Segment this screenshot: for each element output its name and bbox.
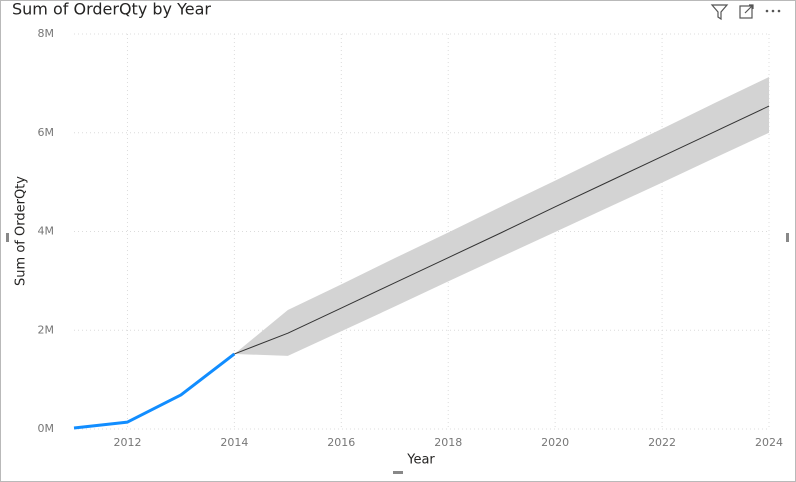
y-axis-title: Sum of OrderQty [14, 176, 29, 286]
y-tick-label: 8M [38, 27, 55, 40]
x-tick-label: 2022 [648, 436, 676, 449]
y-tick-label: 2M [38, 323, 55, 336]
chart-title: Sum of OrderQty by Year [12, 1, 211, 19]
x-tick-label: 2014 [220, 436, 248, 449]
y-tick-label: 4M [38, 225, 55, 238]
x-tick-label: 2018 [434, 436, 462, 449]
y-tick-label: 6M [38, 126, 55, 139]
x-tick-label: 2024 [755, 436, 783, 449]
resize-handles [6, 233, 789, 474]
actual-line [73, 352, 236, 430]
focus-mode-icon[interactable] [739, 4, 754, 19]
forecast-line [234, 105, 770, 355]
y-tick-label: 0M [38, 422, 55, 435]
x-axis-title: Year [406, 453, 435, 468]
confidence-band [234, 76, 769, 356]
more-options-icon[interactable] [765, 9, 781, 13]
x-tick-label: 2020 [541, 436, 569, 449]
x-tick-label: 2016 [327, 436, 355, 449]
filter-icon[interactable] [710, 4, 729, 21]
x-tick-label: 2012 [113, 436, 141, 449]
